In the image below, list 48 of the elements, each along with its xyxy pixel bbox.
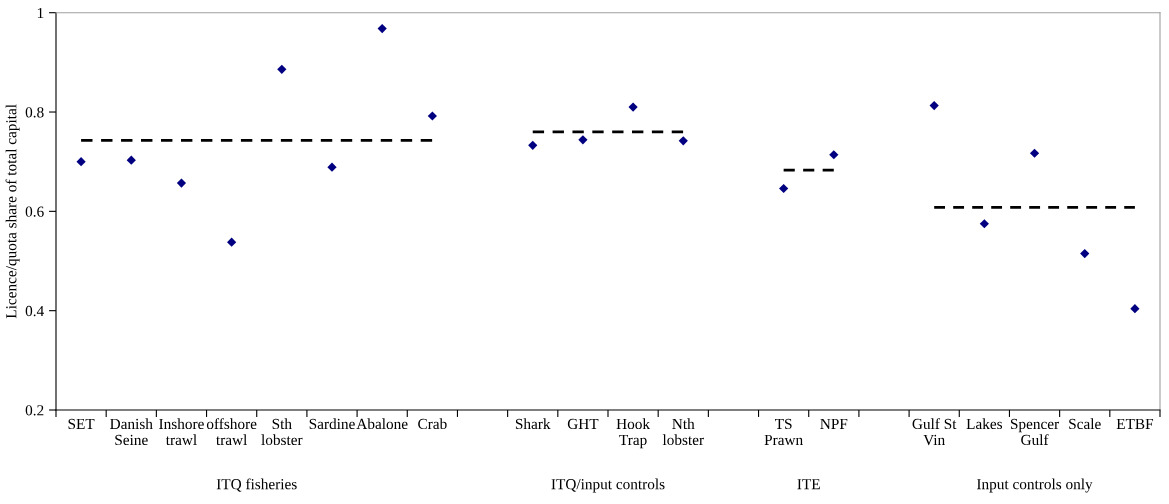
point [979,219,989,229]
x-tick-label: SET [68,418,95,430]
x-tick-label: Inshore trawl [159,418,204,446]
y-tick-label: 0.4 [25,305,44,317]
x-tick-label: Sardine [309,418,355,430]
point [678,136,688,146]
point [76,157,86,167]
x-tick-label: Shark [515,418,551,430]
point [1029,148,1040,158]
text: Input controls only [976,478,1093,493]
x-tick-label: offshore trawl [206,418,257,446]
x-tick-label: Abalone [356,418,408,430]
x-tick-label: GHT [567,418,599,430]
text: ITQ fisheries [216,478,297,492]
text: ITQ/input controls [551,478,665,493]
point [578,135,588,145]
x-tick-label: Crab [418,418,447,430]
x-tick-label: Gulf St Vin [912,418,957,446]
x-tick-label: Hook Trap [616,418,651,449]
x-tick-label: Danish Seine [110,418,153,446]
x-tick-label: ETBF [1116,418,1154,429]
x-tick-label: TS Prawn [764,418,803,446]
point [377,23,387,34]
point [176,178,187,188]
point [628,102,638,112]
point [528,140,538,150]
x-tick-label: Spencer Gulf [1010,418,1060,446]
point [929,100,939,111]
y-tick-label: 1 [37,7,44,18]
point [227,237,237,247]
point [327,162,337,172]
point [126,155,136,165]
x-tick-label: Nth lobster [662,418,704,446]
y-tick-label: 0.6 [25,206,44,217]
x-tick-label: Lakes [966,418,1003,430]
y-tick-label: 0.2 [25,405,44,416]
point [1080,248,1090,259]
x-tick-label: NPF [820,418,848,429]
y-axis-title: Licence/quota share of total capital [5,104,20,319]
point [1130,304,1140,314]
point [277,64,287,74]
x-tick-label: Sth lobster [261,418,303,446]
point [779,183,789,194]
x-tick-label: Scale [1069,418,1101,430]
point [829,150,839,160]
point [427,111,437,121]
y-tick-label: 0.8 [25,107,44,118]
text: ITE [797,479,820,490]
